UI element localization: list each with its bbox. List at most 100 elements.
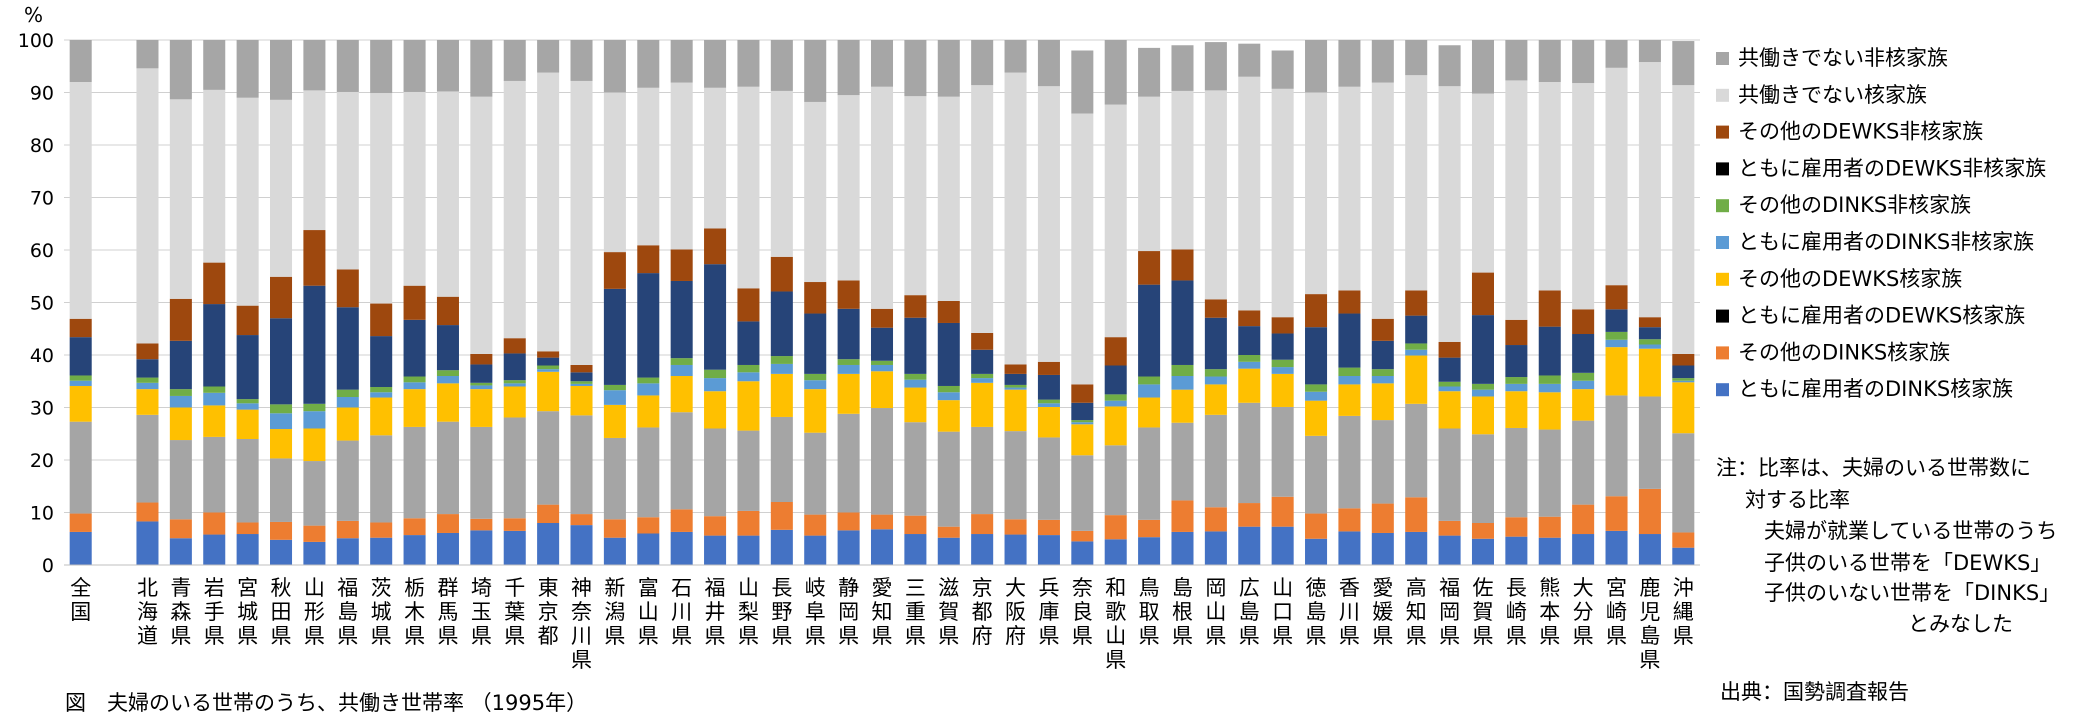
bar-segment [169,407,192,441]
bar-segment [737,535,760,565]
bar-segment [236,439,259,523]
legend-swatch [1716,383,1729,397]
bar-segment [937,40,960,97]
bar-segment [770,291,793,357]
bar-segment [837,40,860,96]
bar-segment [503,40,526,81]
bar-segment [1004,384,1027,388]
bar-segment [1572,372,1595,381]
bar-segment [1672,433,1695,533]
x-tick-label: 島根県 [1172,576,1193,648]
bar-segment [1572,334,1595,373]
bar-segment [1104,406,1127,446]
bar-segment [1138,96,1161,252]
bar-segment [169,519,192,539]
bar-segment [503,386,526,418]
bar-segment [236,97,259,306]
bar-segment [1605,496,1628,531]
bar-segment [436,532,459,565]
bar-segment [937,300,960,323]
chart-title: 図 夫婦のいる世帯のうち、共働き世帯率 （1995年） [65,691,587,715]
bar-segment [236,40,259,98]
legend-swatch [1716,52,1729,65]
bar-segment [1271,50,1294,89]
bar-segment [270,40,293,100]
bar-segment [870,360,894,365]
bar-segment [136,502,159,522]
bar-segment [1037,406,1060,438]
bar-segment [136,359,159,378]
bar-segment [203,386,226,393]
legend-entry: その他のDINKS核家族 [1738,340,1950,364]
bar-segment [1538,326,1561,376]
bar-segment [169,298,192,341]
bar-segment [870,308,894,328]
bar-segment [1572,389,1595,421]
bar-segment [1638,40,1661,63]
bar-segment [203,405,226,437]
bar-segment [1572,420,1595,505]
bar-segment [1071,113,1094,385]
bar-segment [69,375,92,381]
x-tick-label: 香川県 [1339,576,1360,648]
bar-segment [704,516,727,536]
bar-segment [203,534,226,565]
bar-segment [670,249,693,281]
bar-segment [470,389,493,427]
legend-entry: ともに雇用者のDINKS非核家族 [1738,230,2034,254]
bar-segment [336,440,359,521]
x-tick-label: 福井県 [705,576,726,648]
bar-segment [1371,420,1394,504]
bar-segment [570,514,593,526]
legend-entry: 共働きでない核家族 [1738,83,1927,107]
bar-segment [1138,519,1161,538]
y-tick-label: 50 [30,293,54,315]
bar-segment [603,404,626,438]
bars [69,40,1695,565]
bar-segment [637,377,660,384]
bar-segment [537,523,560,565]
bar-segment [1305,327,1328,385]
bar-segment [403,285,426,320]
bar-segment [904,379,927,388]
bar-segment [303,541,326,565]
bar-segment [704,87,727,229]
bar-segment [1672,547,1695,565]
bar-segment [971,85,994,333]
bar-segment [1037,399,1060,404]
x-tick-label: 鳥取県 [1139,576,1160,648]
bar-segment [1071,420,1094,423]
bar-segment [203,436,226,513]
bar-segment [704,264,727,370]
bar-segment [1405,315,1428,344]
bar-segment [904,534,927,565]
bar-segment [1405,355,1428,404]
x-tick-label: 沖縄県 [1673,576,1694,648]
bar-segment [971,40,994,86]
bar-segment [169,440,192,520]
bar-segment [1405,497,1428,532]
bar-segment [1605,395,1628,497]
bar-segment [637,517,660,534]
bar-segment [470,40,493,97]
bar-segment [870,408,894,515]
bar-segment [370,397,393,436]
bar-segment [370,392,393,398]
bar-segment [169,40,192,100]
bar-segment [1471,389,1494,397]
bar-segment [136,377,159,383]
note-line: 注：比率は、夫婦のいる世帯数に [1716,456,2031,480]
bar-segment [1371,82,1394,319]
bar-segment [1438,357,1461,382]
bar-segment [1071,384,1094,403]
bar-segment [69,421,92,514]
bar-segment [570,525,593,565]
bar-segment [69,337,92,376]
bar-segment [303,90,326,231]
x-tick-label: 兵庫県 [1038,576,1059,648]
bar-segment [870,514,894,530]
bar-segment [737,430,760,511]
bar-segment [670,364,693,376]
